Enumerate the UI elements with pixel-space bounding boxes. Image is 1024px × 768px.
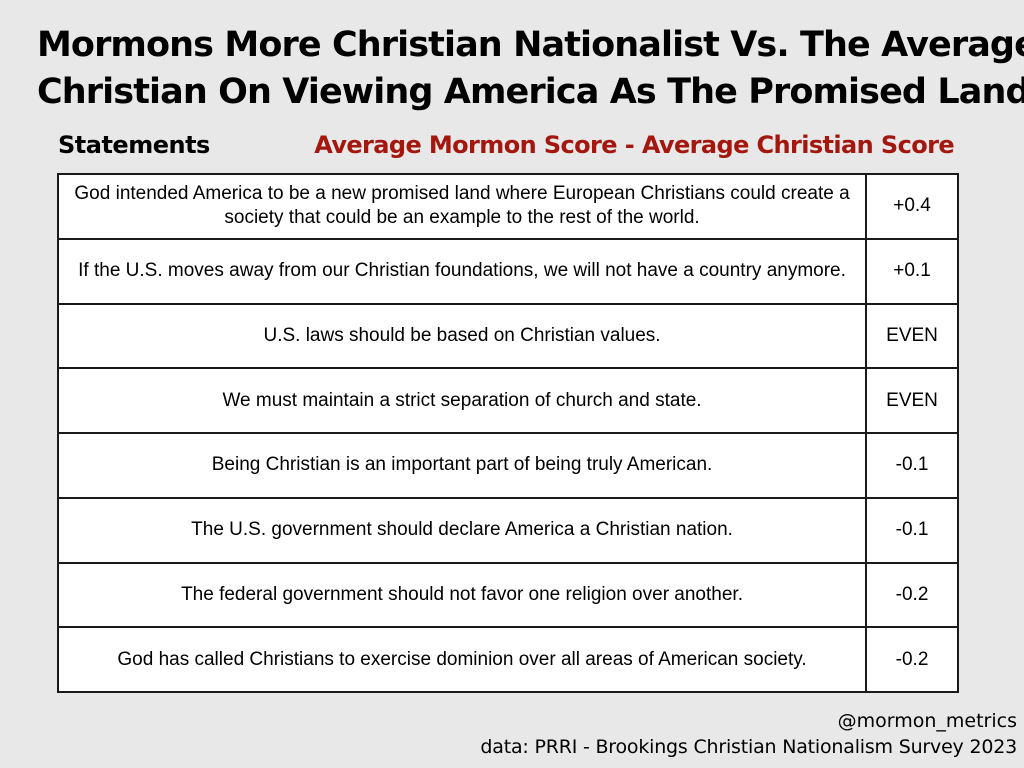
table-row: God has called Christians to exercise do… <box>56 626 959 693</box>
table-row: Being Christian is an important part of … <box>56 432 959 499</box>
table-row: U.S. laws should be based on Christian v… <box>56 302 959 370</box>
statement-cell: God has called Christians to exercise do… <box>56 626 868 693</box>
statements-table-body: God intended America to be a new promise… <box>56 173 959 693</box>
score-cell: -0.1 <box>865 432 959 499</box>
title-line-2: Christian On Viewing America As The Prom… <box>37 72 1024 112</box>
statement-cell: U.S. laws should be based on Christian v… <box>56 302 868 370</box>
table-row: The federal government should not favor … <box>56 561 959 629</box>
statements-column-header: Statements <box>58 131 210 159</box>
author-handle: @mormon_metrics <box>837 710 1017 732</box>
table-row: God intended America to be a new promise… <box>56 173 959 240</box>
score-cell: -0.2 <box>865 561 959 629</box>
statement-cell: Being Christian is an important part of … <box>56 432 868 499</box>
score-cell: +0.1 <box>865 237 959 305</box>
title-line-1: Mormons More Christian Nationalist Vs. T… <box>37 25 1024 65</box>
score-cell: EVEN <box>865 302 959 370</box>
score-cell: -0.2 <box>865 626 959 693</box>
chart-title: Mormons More Christian Nationalist Vs. T… <box>37 22 1024 116</box>
score-cell: -0.1 <box>865 496 959 564</box>
score-column-header: Average Mormon Score - Average Christian… <box>314 131 954 159</box>
table-row: We must maintain a strict separation of … <box>56 367 959 434</box>
table-row: If the U.S. moves away from our Christia… <box>56 237 959 305</box>
statement-cell: The federal government should not favor … <box>56 561 868 629</box>
table-row: The U.S. government should declare Ameri… <box>56 496 959 564</box>
score-cell: EVEN <box>865 367 959 434</box>
statement-cell: God intended America to be a new promise… <box>56 173 868 240</box>
statement-cell: The U.S. government should declare Ameri… <box>56 496 868 564</box>
statement-cell: We must maintain a strict separation of … <box>56 367 868 434</box>
statements-table: God intended America to be a new promise… <box>56 173 959 693</box>
statement-cell: If the U.S. moves away from our Christia… <box>56 237 868 305</box>
data-source: data: PRRI - Brookings Christian Nationa… <box>480 736 1017 758</box>
score-cell: +0.4 <box>865 173 959 240</box>
